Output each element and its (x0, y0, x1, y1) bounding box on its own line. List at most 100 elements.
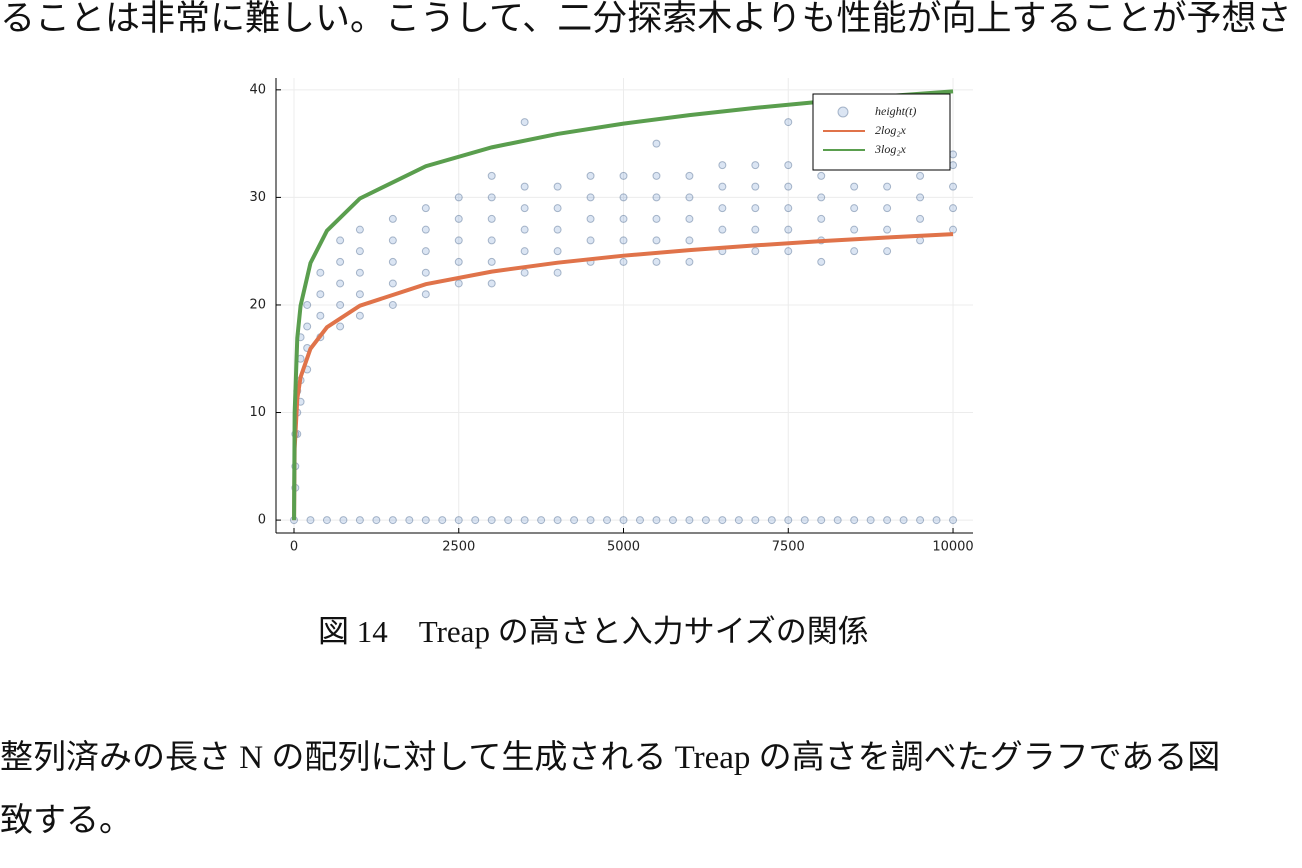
point (883, 247, 892, 256)
point (784, 204, 793, 213)
point (421, 290, 430, 299)
point (336, 257, 345, 266)
point (817, 171, 826, 180)
x-tick-label: 10000 (932, 540, 973, 555)
point (388, 214, 397, 223)
point (652, 193, 661, 202)
legend-label: 2log₂x (875, 123, 907, 137)
point (454, 193, 463, 202)
point (701, 516, 710, 525)
point (652, 214, 661, 223)
point (520, 268, 529, 277)
y-tick-label: 0 (258, 513, 266, 528)
point (850, 247, 859, 256)
point (421, 247, 430, 256)
point (454, 516, 463, 525)
point (949, 204, 958, 213)
point (520, 247, 529, 256)
point (336, 322, 345, 331)
point (899, 516, 908, 525)
x-tick-label: 2500 (442, 540, 475, 555)
series (289, 118, 958, 525)
point (619, 236, 628, 245)
point (619, 516, 628, 525)
point (949, 161, 958, 170)
point (388, 300, 397, 309)
line (292, 232, 954, 521)
point (685, 236, 694, 245)
point (388, 516, 397, 525)
point (734, 516, 743, 525)
point (570, 516, 579, 525)
point (817, 257, 826, 266)
point (487, 257, 496, 266)
point (487, 516, 496, 525)
point (316, 311, 325, 320)
point (487, 214, 496, 223)
point (339, 516, 348, 525)
point (866, 516, 875, 525)
point (883, 204, 892, 213)
point (685, 257, 694, 266)
point (421, 204, 430, 213)
point (751, 225, 760, 234)
point (504, 516, 513, 525)
point (850, 225, 859, 234)
point (685, 171, 694, 180)
point (751, 204, 760, 213)
text-line: 整列済みの長さ N の配列に対して生成される Treap の高さを調べたグラフで… (0, 740, 1221, 776)
point (916, 516, 925, 525)
point (685, 516, 694, 525)
point (949, 225, 958, 234)
point (652, 171, 661, 180)
point (619, 171, 628, 180)
point (784, 516, 793, 525)
point (372, 516, 381, 525)
point (784, 118, 793, 127)
point (405, 516, 414, 525)
point (586, 516, 595, 525)
point (438, 516, 447, 525)
point (454, 279, 463, 288)
point (520, 516, 529, 525)
point (784, 182, 793, 191)
point (316, 290, 325, 299)
y-tick-label: 10 (249, 405, 266, 420)
point (751, 161, 760, 170)
point (916, 193, 925, 202)
line (292, 89, 954, 521)
chart: 0 10 20 30 40 0 2500 5000 7500 10000 height(t) 2log… (249, 78, 974, 555)
point (767, 516, 776, 525)
legend (812, 93, 951, 171)
point (586, 193, 595, 202)
text-line: ることは非常に難しい。こうして、二分探索木よりも性能が向上することが予想さ (0, 0, 1292, 38)
point (520, 204, 529, 213)
point (833, 516, 842, 525)
point (784, 225, 793, 234)
legend-marker (837, 106, 849, 118)
text-line: 致する。 (0, 803, 132, 839)
point (355, 290, 364, 299)
point (471, 516, 480, 525)
point (652, 516, 661, 525)
legend-label: 3log₂x (874, 142, 907, 156)
point (652, 257, 661, 266)
point (916, 171, 925, 180)
point (800, 516, 809, 525)
x-tick-label: 7500 (772, 540, 805, 555)
point (322, 516, 331, 525)
point (316, 268, 325, 277)
point (421, 516, 430, 525)
point (355, 225, 364, 234)
figure-caption: 図 14 Treap の高さと入力サイズの関係 (318, 614, 869, 649)
point (635, 516, 644, 525)
point (454, 236, 463, 245)
point (553, 247, 562, 256)
point (355, 247, 364, 256)
y-tick-label: 30 (249, 190, 266, 205)
point (520, 118, 529, 127)
y-tick-label: 40 (249, 82, 266, 97)
point (850, 516, 859, 525)
point (454, 214, 463, 223)
